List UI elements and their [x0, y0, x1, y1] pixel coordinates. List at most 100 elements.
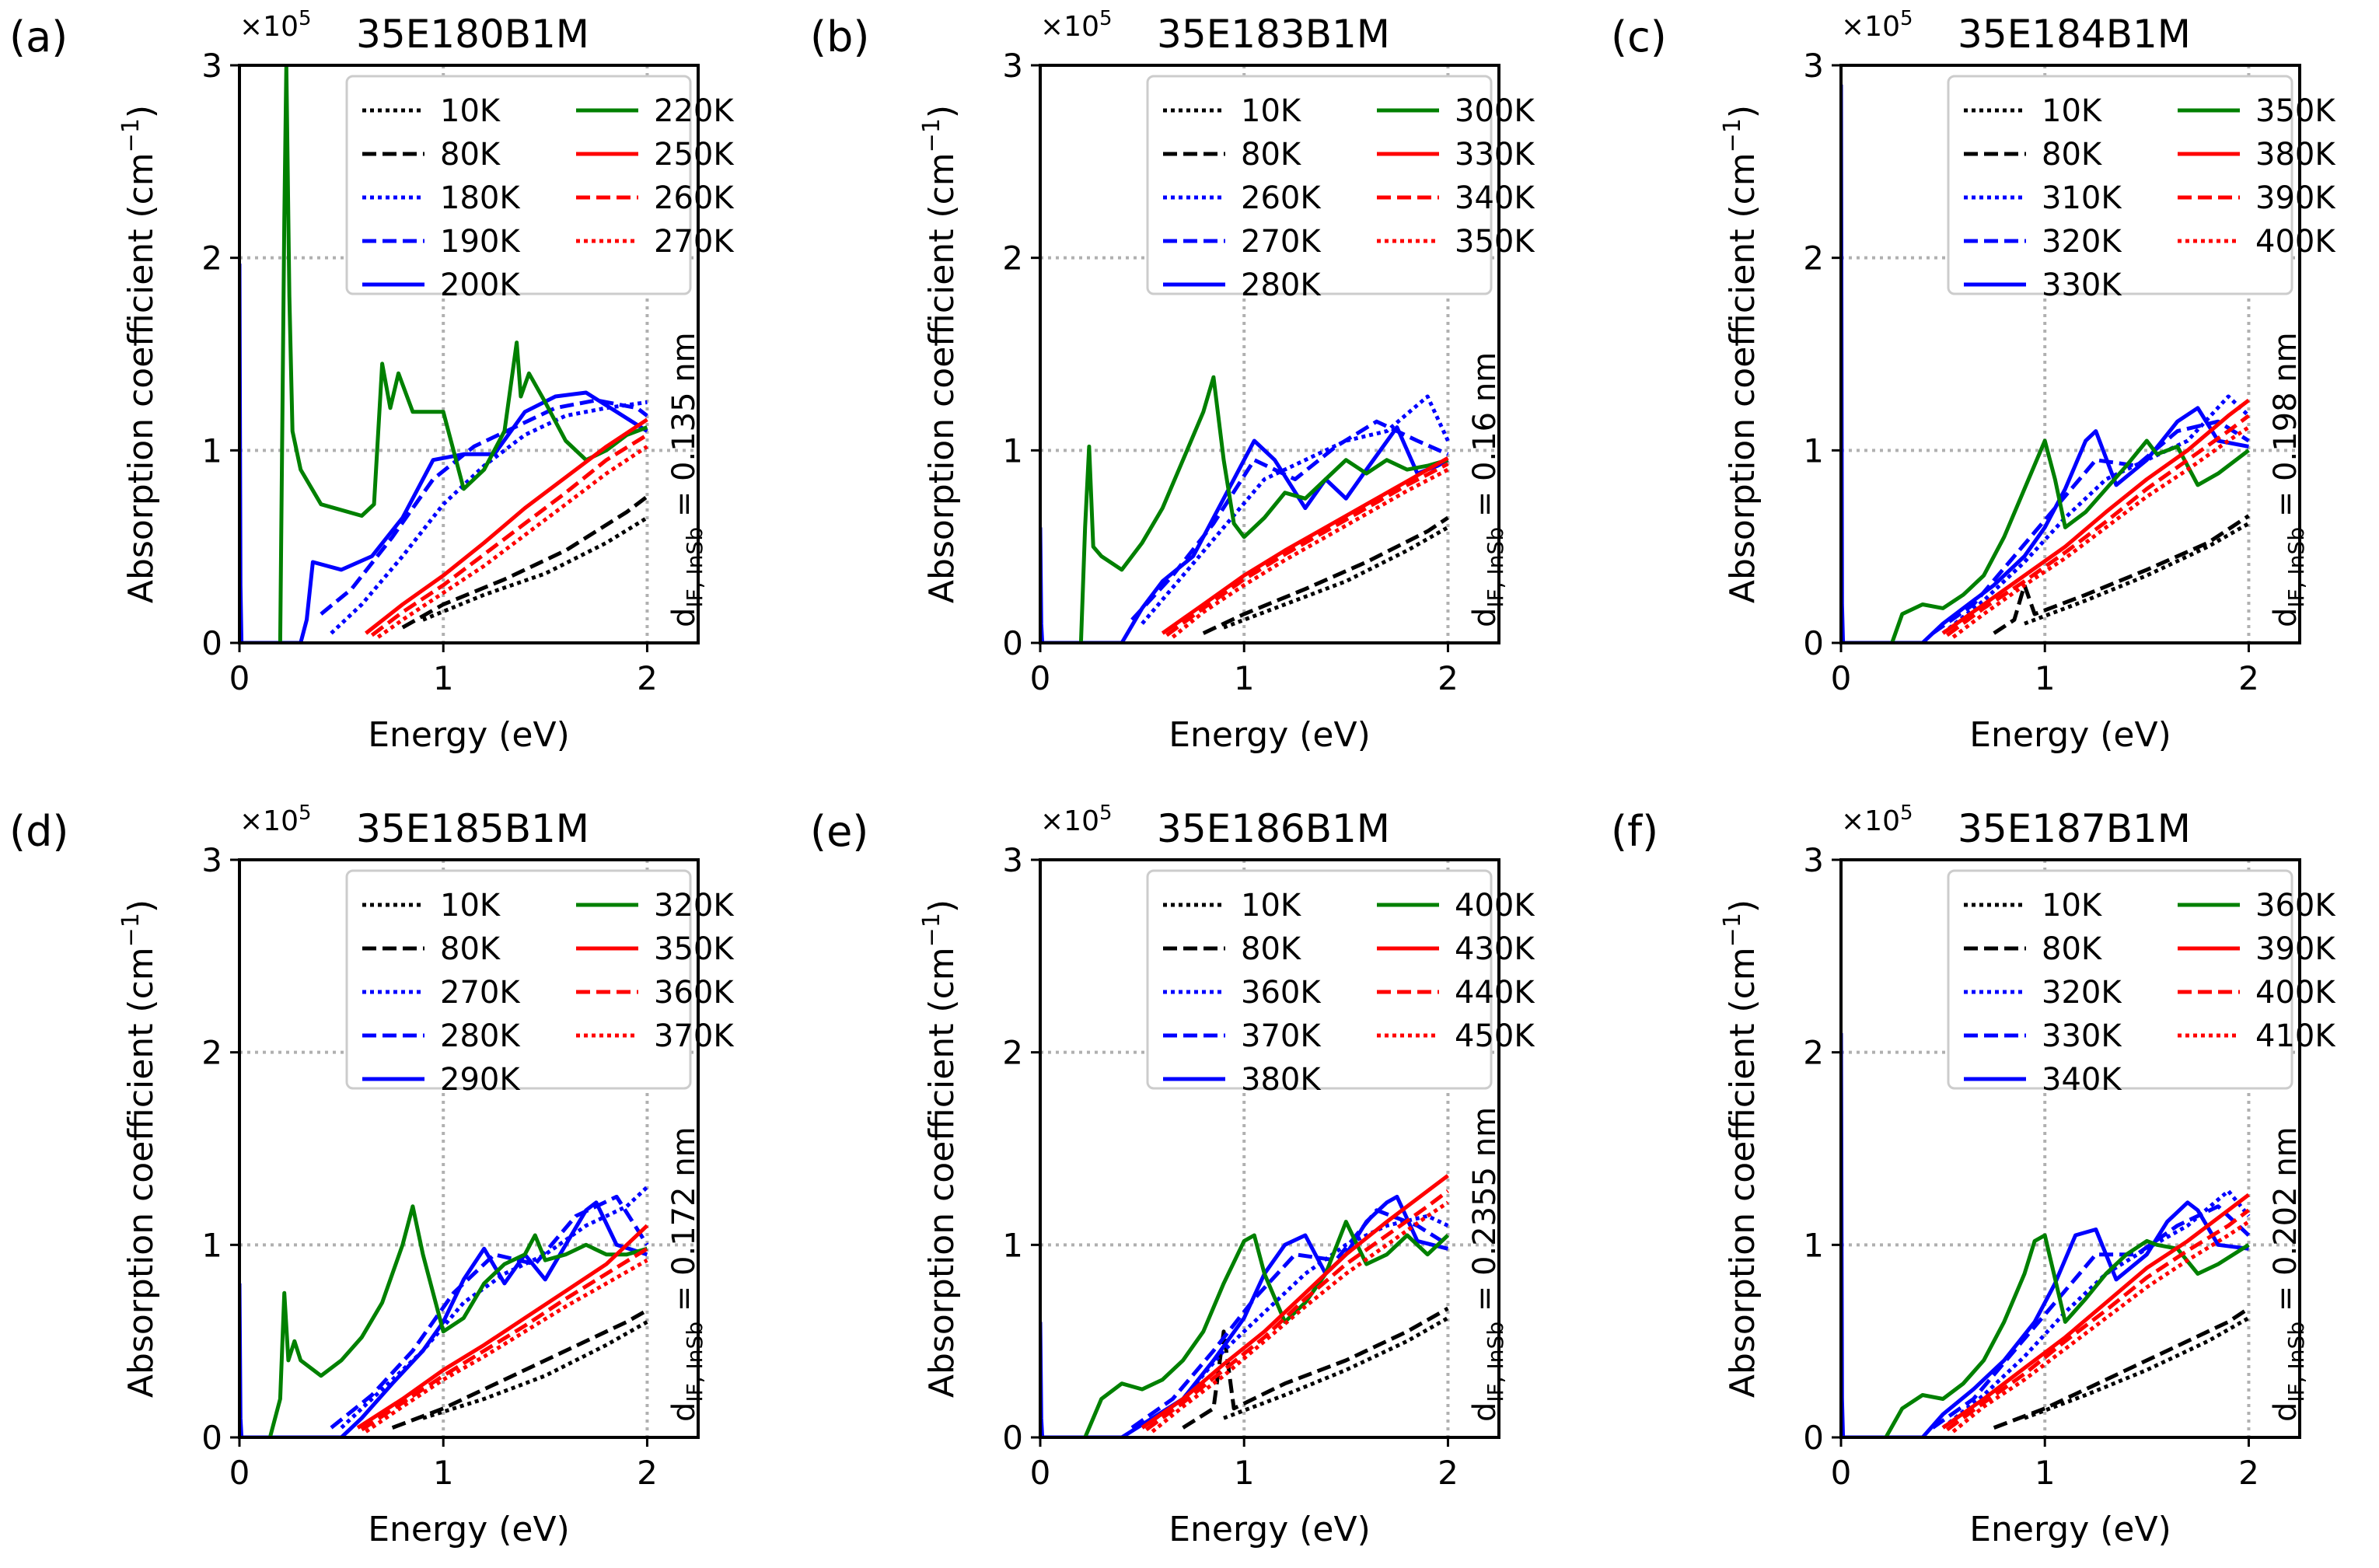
series-line-220K [278, 65, 648, 643]
legend-label: 440K [1455, 975, 1535, 1011]
y-tick-label: 3 [1803, 47, 1824, 85]
y-axis-label: Absorption coefficient (cm−1) [918, 899, 962, 1398]
legend-label: 330K [1455, 137, 1535, 173]
legend-label: 250K [654, 137, 735, 173]
dif-annotation: dIF, InSb = 0.202 nm [2268, 1126, 2309, 1422]
legend-label: 450K [1455, 1018, 1535, 1054]
legend-label: 200K [440, 267, 521, 303]
series-line-10K [1223, 1316, 1449, 1420]
legend-label: 270K [440, 975, 521, 1011]
legend: 10K 80K 360K 370K 380K 400K 430K 440K 450K [1146, 869, 1535, 1098]
series-group [239, 65, 648, 643]
legend-label: 300K [1455, 93, 1535, 129]
series-line-340K [1841, 1032, 2249, 1437]
legend-box [1146, 869, 1493, 1090]
series-line-260K [370, 433, 648, 637]
legend-box [345, 75, 692, 295]
series-line-390K [1941, 1193, 2250, 1430]
y-tick-label: 0 [201, 1419, 222, 1457]
series-line-400K [1083, 1220, 1450, 1437]
legend-label: 80K [440, 931, 501, 967]
legend-label: 80K [440, 137, 501, 173]
x-tick-label: 2 [1438, 1454, 1458, 1492]
x-axis-label: Energy (eV) [368, 715, 570, 755]
legend-label: 10K [2042, 93, 2103, 129]
legend-label: 430K [1455, 931, 1535, 967]
legend-label: 270K [654, 224, 735, 260]
offset-text: ×105 [239, 801, 312, 837]
panel-b: 0 1 2 3 0 1 2 Energy (eV) Absorption coefficient… [810, 7, 1535, 755]
x-axis-label: Energy (eV) [1169, 1510, 1371, 1549]
y-tick-label: 2 [201, 1034, 222, 1072]
series-line-360K [360, 1247, 648, 1432]
legend-label: 10K [440, 888, 501, 924]
legend-label: 370K [1241, 1018, 1322, 1054]
legend-label: 80K [1241, 931, 1302, 967]
panel-label: (c) [1611, 12, 1667, 61]
x-axis-label: Energy (eV) [1969, 1510, 2171, 1549]
panel-d: 0 1 2 3 0 1 2 Energy (eV) Absorption coefficient… [9, 801, 735, 1549]
series-group [1841, 84, 2251, 643]
legend-label: 400K [2255, 224, 2336, 260]
series-line-190K [320, 398, 648, 616]
dif-annotation: dIF, InSb = 0.135 nm [666, 332, 707, 627]
series-line-330K [1161, 456, 1449, 635]
legend-label: 360K [654, 975, 735, 1011]
series-line-380K [1941, 398, 2250, 635]
series-line-80K [401, 494, 648, 630]
offset-text: ×105 [1841, 7, 1913, 43]
series-line-400K [1945, 1208, 2250, 1432]
x-tick-label: 0 [1831, 1454, 1852, 1492]
y-tick-label: 2 [1803, 1034, 1824, 1072]
axes-frame [238, 858, 700, 1439]
chart-title: 35E185B1M [356, 806, 589, 851]
legend-label: 270K [1241, 224, 1322, 260]
y-tick-label: 3 [1002, 841, 1023, 879]
chart-title: 35E186B1M [1157, 806, 1390, 851]
axes-frame [1839, 858, 2301, 1439]
series-line-300K [1078, 375, 1449, 643]
panel-label: (e) [810, 807, 868, 856]
series-group [1040, 375, 1450, 643]
series-line-390K [1945, 414, 2250, 637]
y-axis-label: Absorption coefficient (cm−1) [117, 899, 161, 1398]
chart-title: 35E180B1M [356, 12, 589, 57]
offset-text: ×105 [1040, 801, 1113, 837]
x-tick-label: 2 [2238, 659, 2259, 697]
offset-text: ×105 [239, 7, 312, 43]
legend-label: 350K [2255, 93, 2336, 129]
offset-text: ×105 [1040, 7, 1113, 43]
series-line-80K [1182, 1306, 1449, 1430]
legend-label: 360K [1241, 975, 1322, 1011]
y-tick-label: 1 [201, 1226, 222, 1264]
legend-label: 400K [1455, 888, 1535, 924]
series-line-370K [365, 1258, 648, 1434]
legend-label: 380K [2255, 137, 2336, 173]
panel-label: (d) [9, 807, 68, 856]
panel-c: 0 1 2 3 0 1 2 Energy (eV) Absorption coefficient… [1611, 7, 2336, 755]
series-group [1841, 1032, 2251, 1437]
x-tick-label: 2 [637, 659, 658, 697]
series-line-80K [1993, 1307, 2250, 1430]
y-tick-label: 1 [1002, 1226, 1023, 1264]
series-line-200K [239, 264, 648, 643]
series-line-380K [1040, 1194, 1449, 1437]
dif-annotation: dIF, InSb = 0.2355 nm [1467, 1107, 1508, 1422]
panel-a: 0 1 2 3 0 1 2 Energy (eV) Absorption coefficient… [9, 7, 735, 755]
legend-label: 350K [654, 931, 735, 967]
y-axis-label: Absorption coefficient (cm−1) [918, 105, 962, 603]
panel-label: (a) [9, 12, 68, 61]
series-line-270K [340, 1186, 649, 1430]
series-line-250K [365, 417, 648, 635]
dif-annotation: dIF, InSb = 0.16 nm [1467, 352, 1508, 627]
x-tick-label: 1 [433, 659, 454, 697]
series-line-430K [1141, 1174, 1449, 1430]
x-tick-label: 2 [1438, 659, 1458, 697]
y-tick-label: 0 [1803, 624, 1824, 662]
y-tick-label: 3 [1803, 841, 1824, 879]
offset-text: ×105 [1841, 801, 1913, 837]
legend-label: 260K [654, 180, 735, 216]
legend-label: 330K [2042, 1018, 2122, 1054]
chart-title: 35E183B1M [1157, 12, 1390, 57]
x-tick-label: 1 [433, 1454, 454, 1492]
